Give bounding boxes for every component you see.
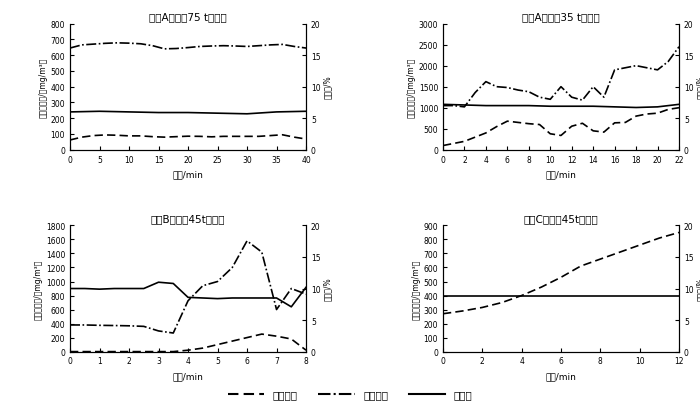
Y-axis label: 污染物浓度/（mg/m³）: 污染物浓度/（mg/m³） [34, 259, 43, 319]
Y-axis label: 污染物浓度/（mg/m³）: 污染物浓度/（mg/m³） [38, 57, 48, 117]
Y-axis label: 含氧量/%: 含氧量/% [323, 76, 332, 99]
X-axis label: 时间/min: 时间/min [173, 371, 204, 380]
Title: 糖厂A数据（35 t锅炉）: 糖厂A数据（35 t锅炉） [522, 12, 600, 22]
Y-axis label: 含氧量/%: 含氧量/% [696, 76, 700, 99]
X-axis label: 时间/min: 时间/min [545, 170, 576, 179]
X-axis label: 时间/min: 时间/min [173, 170, 204, 179]
Y-axis label: 含氧量/%: 含氧量/% [323, 277, 332, 301]
Y-axis label: 污染物浓度/（mg/m³）: 污染物浓度/（mg/m³） [412, 259, 421, 319]
Y-axis label: 污染物浓度/（mg/m³）: 污染物浓度/（mg/m³） [407, 57, 416, 117]
Title: 糖厂A数据（75 t锅炉）: 糖厂A数据（75 t锅炉） [149, 12, 227, 22]
X-axis label: 时间/min: 时间/min [545, 371, 576, 380]
Y-axis label: 含氧量/%: 含氧量/% [696, 277, 700, 301]
Title: 糖厂B数据（45t锅炉）: 糖厂B数据（45t锅炉） [150, 214, 225, 224]
Legend: 二氧化硫, 一氧化碳, 含氧量: 二氧化硫, 一氧化碳, 含氧量 [223, 386, 477, 404]
Title: 糖厂C数据（45t锅炉）: 糖厂C数据（45t锅炉） [524, 214, 598, 224]
